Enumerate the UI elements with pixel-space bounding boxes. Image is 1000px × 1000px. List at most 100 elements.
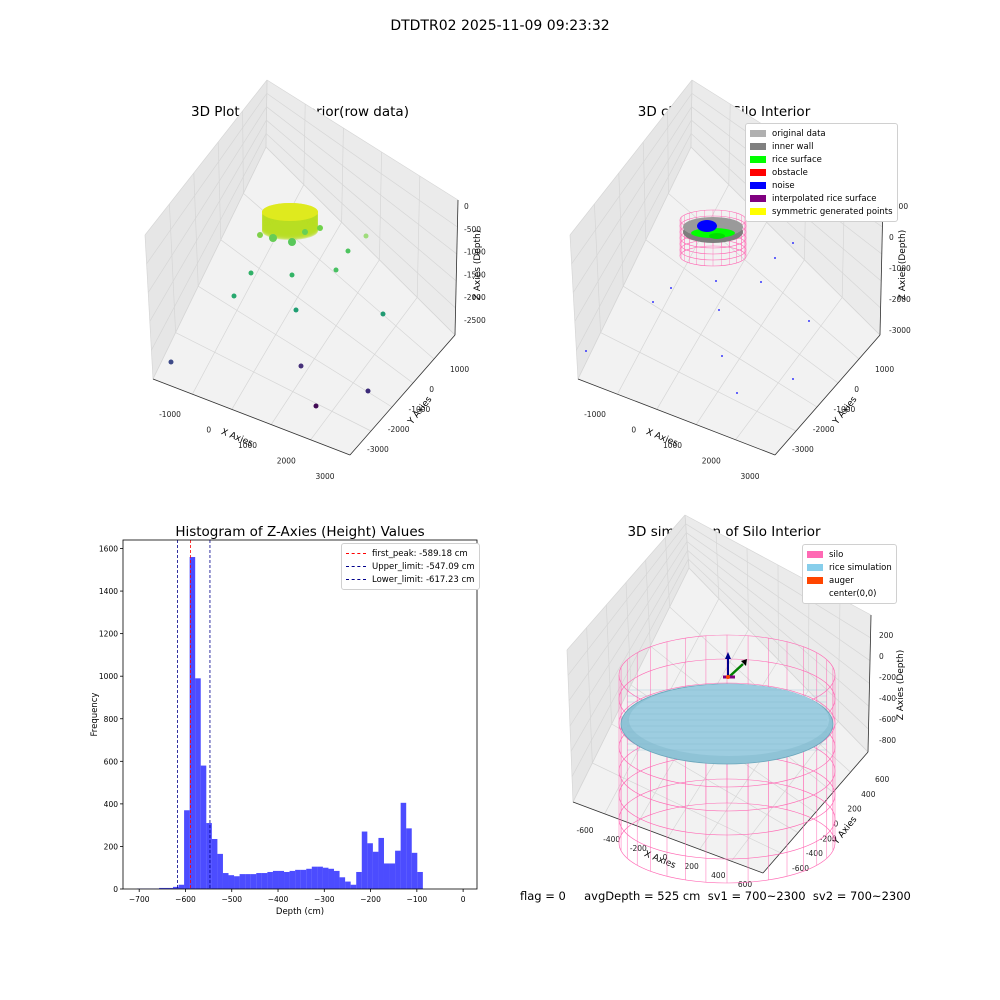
grid-line bbox=[242, 110, 244, 194]
histogram-bar bbox=[261, 873, 268, 889]
histogram-bar bbox=[334, 870, 340, 889]
legend-item: Upper_limit: -547.09 cm bbox=[346, 560, 475, 573]
grid-line bbox=[266, 79, 459, 201]
legend-swatch bbox=[750, 182, 766, 189]
x-tick-label: 2000 bbox=[277, 457, 296, 466]
plot-frame bbox=[122, 539, 478, 890]
z-tick-label: 1000 bbox=[889, 202, 908, 211]
grid-line bbox=[576, 133, 692, 351]
grid-line bbox=[690, 79, 693, 148]
arrow-head bbox=[725, 652, 731, 659]
z-tick-label: -1500 bbox=[464, 270, 486, 279]
y-tick-label: -400 bbox=[806, 849, 823, 858]
legend-label: center(0,0) bbox=[829, 588, 877, 599]
data-point bbox=[317, 225, 323, 231]
y-tick-label: 1600 bbox=[99, 545, 118, 554]
x-tick-label: 0 bbox=[461, 895, 466, 904]
z-tick-label: -200 bbox=[879, 673, 896, 682]
legend-swatch bbox=[750, 156, 766, 163]
legend-item: Lower_limit: -617.23 cm bbox=[346, 573, 475, 586]
y-tick-label: -3000 bbox=[792, 445, 814, 454]
grid-line bbox=[217, 141, 222, 240]
grid-line bbox=[198, 285, 393, 408]
grid-line bbox=[151, 133, 267, 351]
y-tick-label: -600 bbox=[792, 864, 809, 873]
grid-line bbox=[574, 120, 692, 322]
grid-line bbox=[265, 133, 456, 309]
y-tick-label: 600 bbox=[104, 757, 119, 766]
grid-line bbox=[146, 93, 268, 265]
x-axis-line bbox=[572, 801, 764, 874]
z-tick-label: -3000 bbox=[889, 326, 911, 335]
legend-label: auger bbox=[829, 575, 854, 586]
legend-swatch bbox=[750, 169, 766, 176]
grid-line bbox=[600, 332, 797, 432]
legend-swatch bbox=[807, 590, 823, 597]
data-point bbox=[363, 233, 369, 239]
data-point bbox=[298, 363, 304, 369]
x-axis-label: Depth (cm) bbox=[276, 907, 324, 917]
histogram-bar bbox=[406, 828, 412, 889]
histogram-bar bbox=[300, 869, 307, 889]
histogram-bar bbox=[239, 874, 246, 889]
grid-line bbox=[266, 106, 458, 255]
legend-item: silo bbox=[807, 548, 892, 561]
legend-item: inner wall bbox=[750, 140, 893, 153]
back-pane bbox=[685, 515, 871, 752]
histogram-bar bbox=[311, 866, 318, 889]
y-tick-label: 400 bbox=[861, 790, 876, 799]
x-tick-label: 3000 bbox=[315, 472, 334, 481]
auger-y-arrow bbox=[729, 663, 744, 677]
z-axis-label: Z Axies (Depth) bbox=[896, 650, 906, 721]
histogram-bar bbox=[184, 810, 190, 889]
z-axis-line bbox=[454, 199, 459, 336]
grid-line bbox=[667, 110, 669, 194]
y-tick-label: 800 bbox=[104, 715, 119, 724]
legend-label: symmetric generated points bbox=[772, 206, 893, 217]
legend-label: Lower_limit: -617.23 cm bbox=[372, 574, 475, 585]
data-point bbox=[231, 293, 237, 299]
legend-swatch bbox=[346, 553, 366, 554]
z-tick-label: -2000 bbox=[464, 293, 486, 302]
y-tick-label: -2000 bbox=[813, 425, 835, 434]
y-tick-label: 1200 bbox=[99, 630, 118, 639]
grid-line bbox=[220, 239, 414, 384]
y-axis-label: Frequency bbox=[90, 693, 100, 737]
grid-line bbox=[618, 172, 624, 287]
z-tick-label: -2500 bbox=[464, 316, 486, 325]
y-tick-label: 0 bbox=[429, 385, 434, 394]
histogram-legend: first_peak: -589.18 cm Upper_limit: -547.… bbox=[341, 543, 480, 590]
z-tick-label: -500 bbox=[464, 225, 481, 234]
histogram-bar bbox=[345, 881, 351, 889]
grid-line bbox=[642, 141, 647, 240]
histogram-bar bbox=[172, 886, 179, 889]
z-axis-label: Z Axies (Depth) bbox=[898, 230, 908, 301]
y-tick-label: 400 bbox=[104, 800, 119, 809]
grid-line bbox=[728, 103, 731, 185]
histogram-bar bbox=[383, 863, 390, 889]
histogram-bar bbox=[295, 869, 301, 889]
data-point bbox=[380, 311, 386, 317]
classify-legend: original data inner wall rice surface obsta… bbox=[745, 123, 898, 222]
point-cloud-top bbox=[262, 203, 318, 221]
legend-label: interpolated rice surface bbox=[772, 193, 877, 204]
y-tick-label: 0 bbox=[854, 385, 859, 394]
data-point bbox=[168, 359, 174, 365]
grid-line bbox=[695, 259, 805, 425]
histogram-bar bbox=[234, 876, 240, 889]
y-axis-line bbox=[349, 334, 456, 456]
y-tick-label: -1000 bbox=[409, 405, 431, 414]
noise-point bbox=[760, 281, 762, 283]
data-point bbox=[289, 272, 295, 278]
x-tick-label: 0 bbox=[663, 853, 668, 862]
grid-line bbox=[569, 234, 579, 380]
histogram-bar bbox=[178, 884, 185, 889]
x-tick-label: -200 bbox=[630, 844, 647, 853]
grid-line bbox=[303, 103, 306, 185]
grid-line bbox=[152, 146, 267, 380]
grid-line bbox=[623, 285, 818, 408]
grid-line bbox=[572, 106, 692, 293]
x-axis-line bbox=[152, 378, 351, 456]
x-tick-label: 0 bbox=[631, 426, 636, 435]
grid-line bbox=[175, 332, 372, 432]
